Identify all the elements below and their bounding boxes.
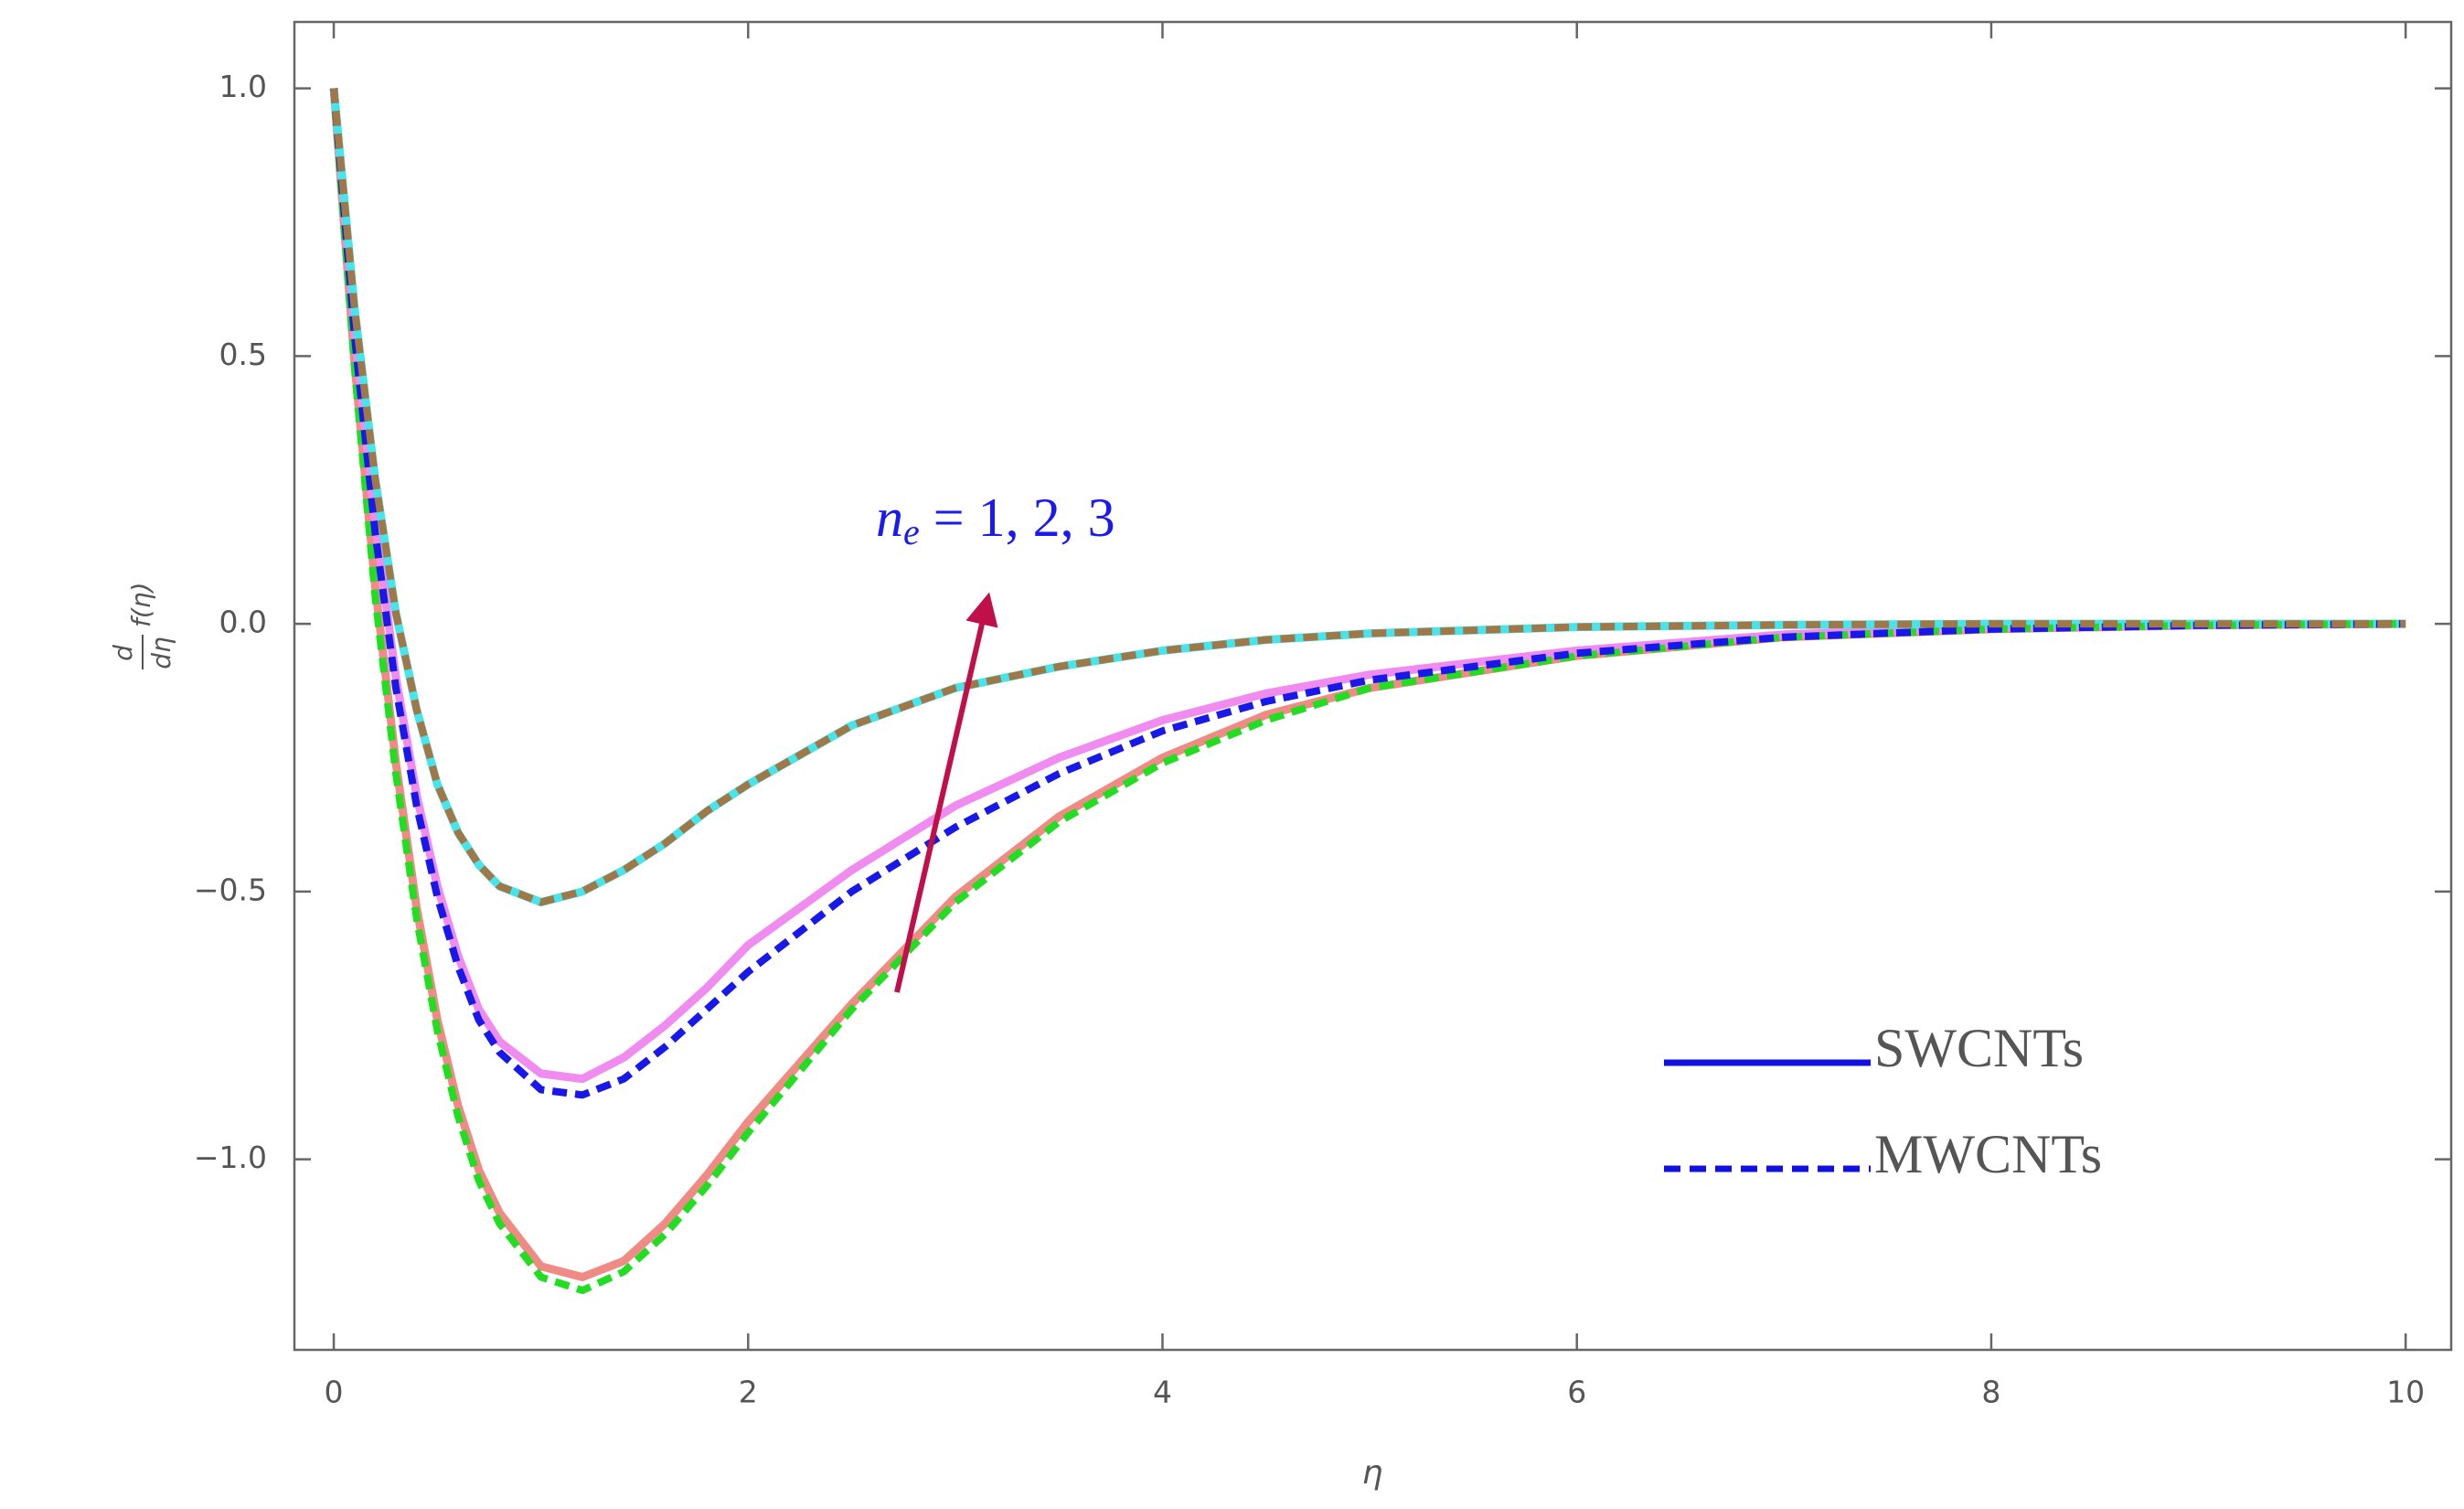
x-tick-label: 4 [1153,1375,1172,1410]
series-line [330,88,2406,1294]
annotation-text: = 1, 2, 3 [920,487,1115,548]
legend-label: MWCNTs [1874,1124,2102,1184]
y-label-expression: f(η) [126,583,156,627]
annotation-symbol: n [876,487,903,548]
y-tick-label: −1.0 [194,1140,267,1175]
x-tick-label: 2 [739,1375,758,1410]
annotation: ne = 1, 2, 3 [876,487,1115,552]
x-tick-label: 8 [1981,1375,2000,1410]
y-tick-label: −0.5 [194,872,267,907]
y-axis-label: d dη f(η) [108,583,176,669]
plot-frame [293,20,2453,1352]
y-tick-label: 0.5 [219,337,267,372]
lines [329,88,2406,1294]
annotation-subscript: e [903,511,920,552]
series-line [329,88,2406,906]
y-tick-label: 0.0 [219,605,267,640]
legend: SWCNTs MWCNTs [1664,1018,2102,1184]
x-tick-label: 10 [2386,1375,2425,1410]
x-tick-label: 6 [1567,1375,1586,1410]
series-line [330,88,2406,1099]
annotation-arrow [894,592,998,993]
y-label-numerator: d [108,645,138,661]
x-tick-label: 0 [325,1375,344,1410]
series-line [329,88,2406,1281]
y-label-denominator: dη [146,637,176,669]
series-line [329,88,2406,1084]
series-line [330,88,2406,906]
x-axis-label: η [1362,1454,1383,1492]
legend-label: SWCNTs [1874,1018,2084,1078]
y-tick-label: 1.0 [219,69,267,104]
